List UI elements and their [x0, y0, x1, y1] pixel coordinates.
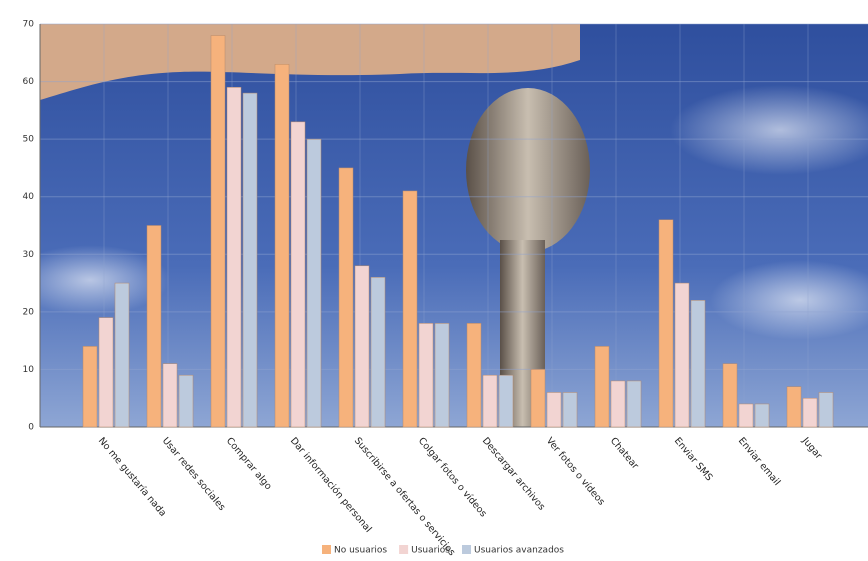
bar: [690, 300, 706, 428]
bar: [738, 403, 754, 428]
x-tick-label: Chatear: [608, 435, 641, 471]
x-tick-label: Enviar email: [736, 435, 783, 487]
bar: [754, 403, 770, 428]
bar: [146, 225, 162, 428]
bar: [178, 374, 194, 428]
bar: [210, 35, 226, 428]
bar: [562, 392, 578, 428]
legend-swatch: [399, 545, 409, 554]
bar: [82, 346, 98, 428]
bar: [434, 323, 450, 428]
y-tick-label: 60: [23, 77, 35, 87]
legend-swatch: [322, 545, 331, 554]
bar: [658, 219, 674, 428]
bar: [546, 392, 562, 428]
bar: [482, 374, 498, 428]
bar: [818, 392, 834, 428]
bar: [802, 397, 818, 428]
bar: [290, 121, 306, 428]
bar: [370, 277, 386, 428]
legend-label: Usuarios: [411, 546, 450, 556]
bar: [242, 92, 258, 428]
legend-swatch: [462, 545, 472, 554]
bar: [354, 265, 370, 428]
legend-label: No usuarios: [334, 546, 387, 556]
bar: [530, 369, 546, 428]
x-tick-label: No me gustaría nada: [96, 435, 169, 518]
bar: [466, 323, 482, 428]
x-tick-label: Jugar: [799, 435, 824, 462]
bar: [786, 386, 802, 428]
y-tick-label: 30: [23, 250, 35, 260]
legend: No usuarios Usuarios Usuarios avanzados: [322, 545, 564, 556]
bar: [626, 380, 642, 428]
bar: [498, 374, 514, 428]
bar: [610, 380, 626, 428]
bar: [114, 282, 130, 428]
y-tick-label: 20: [23, 307, 35, 317]
bar: [226, 87, 242, 428]
x-tick-label: Comprar algo: [224, 435, 274, 492]
y-tick-label: 50: [23, 135, 35, 145]
x-tick-label: Enviar SMS: [672, 435, 715, 483]
x-tick-label: Colgar fotos o vídeos: [416, 435, 489, 519]
bar: [274, 64, 290, 428]
background: [10, 24, 868, 427]
bar: [594, 346, 610, 428]
bar: [418, 323, 434, 428]
bar: [674, 282, 690, 428]
bar: [98, 317, 114, 428]
bar: [722, 363, 738, 428]
y-tick-label: 10: [23, 365, 35, 375]
bar: [402, 190, 418, 428]
y-tick-label: 70: [23, 20, 35, 30]
x-tick-label: Usar redes sociales: [160, 435, 228, 513]
x-tick-label: Ver fotos o vídeos: [544, 435, 607, 507]
y-tick-label: 0: [28, 423, 34, 433]
legend-label: Usuarios avanzados: [474, 546, 564, 556]
bar: [338, 167, 354, 428]
bar: [162, 363, 178, 428]
bar: [306, 138, 322, 428]
y-tick-label: 40: [23, 192, 35, 202]
x-tick-label: Descargar archivos: [480, 435, 547, 512]
x-tick-label: Suscribirse a ofertas o servicios: [352, 435, 457, 558]
